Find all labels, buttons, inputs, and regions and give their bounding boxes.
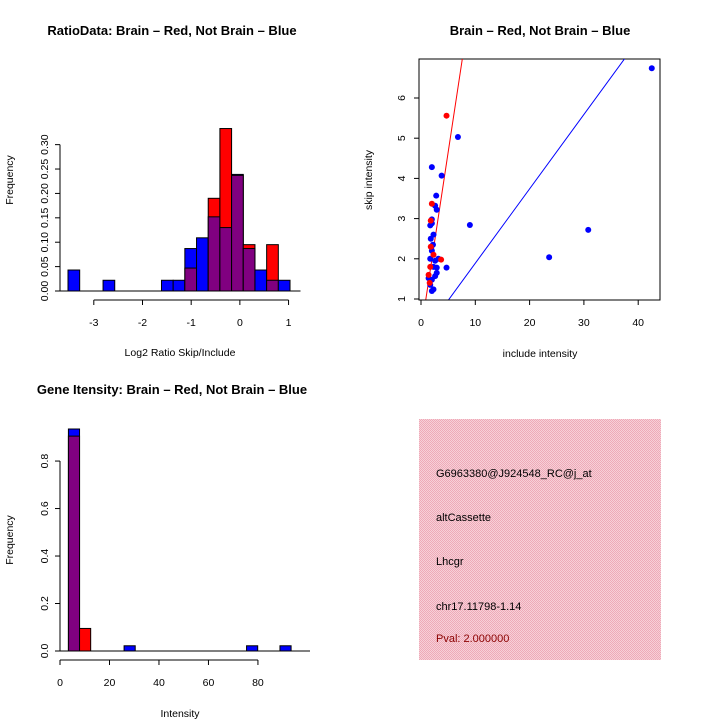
blue-point (585, 226, 592, 233)
gene-name: Lhcgr (436, 556, 464, 568)
gene-intensity-histogram: Gene Itensity: Brain – Red, Not Brain – … (4, 382, 310, 720)
blue-point (427, 255, 434, 262)
intensity-scatter: Brain – Red, Not Brain – Blue 0 10 20 30 40 1… (363, 23, 661, 360)
x-tick-label: 40 (632, 317, 644, 329)
blue-point (433, 269, 440, 276)
y-tick-label: 3 (396, 216, 408, 222)
x-tick-label: -2 (138, 317, 147, 329)
ratio-histogram-xlabel: Log2 Ratio Skip/Include (125, 347, 236, 359)
y-tick-label: 0.6 (39, 501, 51, 516)
histogram-overlap-bar (184, 267, 198, 292)
histogram-bar (79, 627, 92, 652)
histogram-overlap-bar (266, 279, 279, 292)
y-tick-label: 0.20 (39, 183, 51, 204)
histogram-bar (254, 269, 268, 292)
histogram-bar (67, 269, 81, 292)
x-tick-label: 20 (104, 677, 116, 689)
x-tick-label: 60 (203, 677, 215, 689)
genomic-location: chr17.11798-1.14 (436, 601, 521, 613)
histogram-overlap-bar (242, 248, 256, 292)
y-tick-label: 0.8 (39, 454, 51, 469)
red-point (438, 256, 445, 263)
blue-point (430, 286, 437, 293)
blue-point (433, 206, 440, 213)
y-tick-label: 6 (396, 95, 408, 101)
x-tick-label: -1 (187, 317, 196, 329)
histogram-bar (172, 279, 186, 292)
blue-point (546, 254, 553, 261)
histogram-overlap-bar (231, 174, 244, 292)
y-tick-label: 0.30 (39, 134, 51, 155)
x-tick-label: 0 (418, 317, 424, 329)
histogram-overlap-bar (207, 216, 221, 292)
red-point (430, 251, 437, 258)
histogram-bar (102, 279, 116, 292)
x-tick-label: 30 (578, 317, 590, 329)
x-tick-label: 0 (57, 677, 63, 689)
info-panel: G6963380@J924548_RC@j_at altCassette Lhc… (419, 419, 661, 660)
x-tick-label: -3 (89, 317, 98, 329)
x-tick-label: 1 (286, 317, 292, 329)
blue-point (428, 164, 435, 171)
histogram-overlap-bar (219, 227, 233, 292)
scatter-plot-area (425, 59, 655, 300)
y-tick-label: 5 (396, 135, 408, 141)
red-point (425, 271, 432, 278)
scatter-title: Brain – Red, Not Brain – Blue (450, 23, 631, 38)
gene-intensity-xlabel: Intensity (160, 708, 200, 720)
histogram-bar (246, 645, 259, 652)
blue-point (454, 133, 461, 140)
ratio-histogram: RatioData: Brain – Red, Not Brain – Blue… (4, 23, 301, 359)
x-tick-label: 10 (469, 317, 481, 329)
x-tick-label: 40 (153, 677, 165, 689)
blue-point (427, 235, 434, 242)
red-point (427, 263, 434, 270)
blue-point (433, 264, 440, 271)
red-point (427, 243, 434, 250)
gene-intensity-title: Gene Itensity: Brain – Red, Not Brain – … (37, 382, 307, 397)
x-tick-label: 0 (237, 317, 243, 329)
red-point (427, 217, 434, 224)
y-tick-label: 0.4 (39, 549, 51, 564)
histogram-bar (160, 279, 174, 292)
blue-fit-line (447, 59, 626, 300)
y-tick-label: 0.00 (39, 281, 51, 302)
blue-point (433, 192, 440, 199)
red-point (426, 279, 433, 286)
red-point (428, 200, 435, 207)
blue-point (438, 172, 445, 179)
red-point (443, 112, 450, 119)
probe-id: G6963380@J924548_RC@j_at (436, 468, 592, 480)
histogram-bar (279, 645, 292, 652)
y-tick-label: 0.10 (39, 232, 51, 253)
y-tick-label: 0.05 (39, 256, 51, 277)
scatter-plot-box (418, 58, 661, 301)
y-tick-label: 4 (396, 175, 408, 181)
ratio-histogram-ylabel: Frequency (4, 154, 16, 204)
histogram-bar (123, 645, 136, 652)
info-panel-background (419, 419, 661, 660)
y-tick-label: 2 (396, 256, 408, 262)
y-tick-label: 0.0 (39, 644, 51, 659)
event-type: altCassette (436, 512, 491, 524)
y-tick-label: 0.15 (39, 207, 51, 228)
blue-point (443, 264, 450, 271)
histogram-overlap-bar (67, 435, 81, 652)
ratio-histogram-title: RatioData: Brain – Red, Not Brain – Blue (47, 23, 296, 38)
scatter-ylabel: skip intensity (363, 149, 375, 210)
red-fit-line (425, 59, 463, 300)
histogram-bar (277, 279, 291, 292)
blue-point (466, 222, 473, 229)
x-tick-label: 80 (252, 677, 264, 689)
y-tick-label: 0.2 (39, 596, 51, 611)
scatter-xlabel: include intensity (503, 348, 578, 360)
pval: Pval: 2.000000 (436, 633, 509, 645)
x-tick-label: 20 (524, 317, 536, 329)
y-tick-label: 1 (396, 296, 408, 302)
histogram-bar (196, 237, 209, 292)
y-tick-label: 0.25 (39, 159, 51, 180)
gene-intensity-ylabel: Frequency (4, 514, 16, 564)
blue-point (648, 65, 655, 72)
